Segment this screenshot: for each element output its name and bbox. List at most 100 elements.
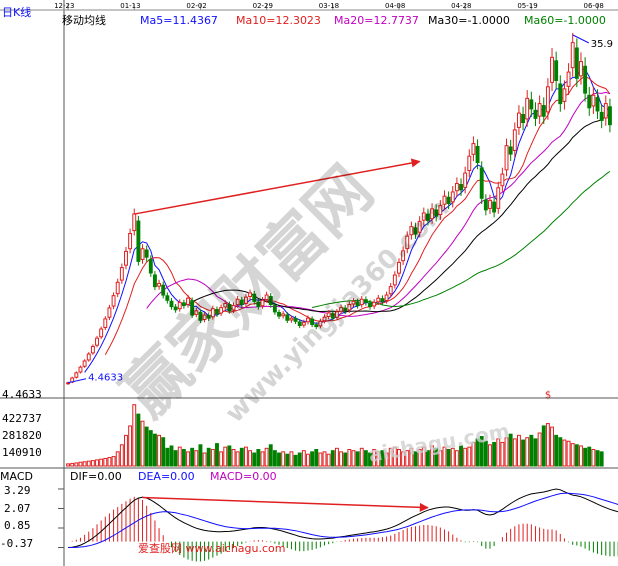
volume-bar	[430, 445, 435, 467]
candle-body	[124, 250, 128, 266]
volume-bar	[95, 459, 99, 467]
candle-body	[215, 308, 219, 315]
candle-body	[599, 111, 604, 121]
candle-body	[198, 311, 203, 321]
candle-body	[550, 56, 554, 83]
volume-bar	[210, 449, 215, 467]
candle-body	[541, 105, 546, 117]
volume-bar	[392, 446, 397, 467]
volume-bar	[446, 449, 451, 467]
volume-bar	[190, 447, 195, 467]
volume-bar	[243, 446, 248, 467]
footer-site-text[interactable]: 爱查股网 www.aichagu.com	[138, 541, 285, 555]
volume-bar	[177, 446, 182, 467]
candle-body	[281, 313, 286, 317]
volume-bar	[397, 449, 401, 467]
candle-body	[231, 305, 236, 311]
volume-bar	[459, 445, 463, 467]
volume-bar	[165, 447, 170, 467]
candle-body	[330, 313, 335, 319]
candle-body	[181, 302, 186, 307]
candle-body	[264, 294, 269, 301]
candle-body	[86, 353, 91, 361]
volume-bar	[260, 451, 265, 467]
volume-bar	[115, 451, 120, 467]
volume-bar	[380, 450, 385, 467]
candle-body	[152, 274, 157, 288]
candle-body	[173, 306, 178, 311]
volume-bar	[558, 437, 563, 467]
volume-bar	[78, 461, 83, 467]
candle-body	[322, 316, 327, 322]
volume-bar	[231, 449, 236, 467]
volume-bar	[488, 444, 492, 467]
candle-body	[74, 372, 79, 378]
candle-body	[545, 86, 550, 113]
volume-bar	[343, 452, 348, 467]
date-tick-label: 03-18	[319, 2, 339, 10]
candle-body	[607, 106, 612, 126]
candle-body	[355, 301, 360, 307]
volume-bar	[574, 444, 579, 467]
volume-bar	[475, 438, 480, 467]
candle-body	[425, 213, 430, 221]
volume-bar	[529, 434, 534, 467]
candle-body	[533, 109, 538, 119]
candle-body	[297, 321, 302, 327]
candle-body	[475, 145, 480, 164]
candle-body	[82, 360, 87, 367]
candlestick-series[interactable]	[66, 32, 612, 385]
macd-y-label-1: 3.29	[4, 484, 31, 497]
volume-bar	[467, 446, 472, 467]
volume-bar	[285, 453, 290, 467]
candle-body	[566, 71, 571, 87]
candle-body	[574, 47, 579, 79]
volume-bar	[140, 420, 145, 467]
candle-body	[537, 103, 542, 117]
volume-bar	[339, 451, 344, 467]
volume-bar	[264, 447, 269, 467]
candle-body	[351, 300, 356, 305]
candle-body	[405, 235, 410, 250]
volume-bar	[388, 447, 393, 467]
volume-bar	[405, 450, 410, 467]
volume-bar	[421, 446, 426, 467]
ma30-value: Ma30=-1.0000	[428, 14, 510, 27]
volume-bar	[326, 453, 331, 467]
candle-body	[293, 318, 298, 322]
candle-body	[579, 61, 583, 77]
macd-panel	[58, 488, 618, 562]
volume-bar	[206, 447, 211, 467]
volume-marker: $	[545, 390, 551, 401]
volume-bar	[181, 449, 186, 467]
volume-bar	[318, 452, 323, 467]
volume-bar	[483, 440, 488, 467]
volume-bar	[235, 451, 240, 467]
volume-bar	[442, 446, 447, 467]
date-tick-label: 04-08	[385, 2, 405, 10]
volume-bar	[537, 432, 542, 467]
volume-bar	[570, 443, 575, 467]
candle-body	[223, 302, 228, 308]
macd-title: MACD	[0, 470, 33, 483]
candle-body	[558, 83, 563, 105]
volume-bar	[368, 452, 372, 467]
date-tick-label: 04-28	[451, 2, 471, 10]
candle-body	[467, 155, 472, 172]
candle-body	[128, 233, 133, 250]
date-tick-label: 02-02	[186, 2, 206, 10]
candle-body	[144, 249, 149, 258]
macd-trend-arrow	[142, 496, 429, 512]
volume-bar	[132, 404, 137, 467]
date-tick-label: 06-08	[584, 2, 604, 10]
candle-body	[119, 267, 124, 281]
volume-bar	[541, 425, 546, 467]
candle-body	[413, 227, 418, 235]
period-label[interactable]: 日K线	[2, 5, 31, 19]
volume-bar	[591, 449, 596, 467]
volume-bar	[293, 454, 298, 467]
high-callout-label: 35.9	[591, 39, 613, 50]
candle-body	[438, 205, 443, 216]
candle-body	[99, 328, 104, 338]
